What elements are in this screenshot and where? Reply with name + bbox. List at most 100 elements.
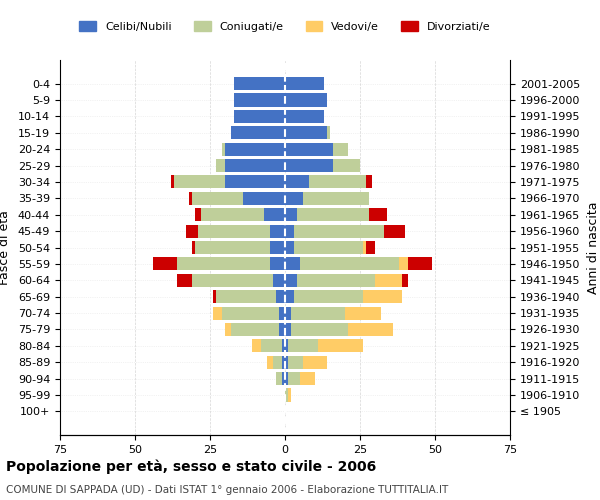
Bar — [288, 372, 300, 385]
Bar — [213, 306, 222, 320]
Bar — [375, 274, 402, 287]
Bar — [270, 224, 285, 237]
Bar — [285, 126, 327, 140]
Y-axis label: Fasce di età: Fasce di età — [0, 210, 11, 285]
Bar — [222, 306, 279, 320]
Bar — [225, 323, 231, 336]
Bar — [384, 224, 405, 237]
Bar — [345, 306, 381, 320]
Bar — [294, 224, 384, 237]
Bar — [231, 323, 279, 336]
Bar — [213, 290, 216, 303]
Bar — [285, 340, 288, 352]
Bar — [288, 356, 303, 369]
Bar — [333, 142, 348, 156]
Bar — [291, 323, 348, 336]
Bar — [189, 192, 192, 205]
Bar — [285, 77, 324, 90]
Bar — [402, 274, 408, 287]
Bar — [363, 241, 366, 254]
Bar — [369, 208, 387, 222]
Bar — [300, 372, 315, 385]
Bar — [333, 159, 360, 172]
Bar — [177, 274, 192, 287]
Bar — [279, 306, 285, 320]
Bar — [363, 290, 402, 303]
Bar — [297, 208, 369, 222]
Bar — [285, 274, 297, 287]
Bar — [270, 258, 285, 270]
Bar — [273, 356, 282, 369]
Text: Popolazione per età, sesso e stato civile - 2006: Popolazione per età, sesso e stato civil… — [6, 460, 376, 474]
Bar — [285, 258, 300, 270]
Bar — [297, 274, 375, 287]
Bar — [318, 340, 363, 352]
Bar — [285, 388, 288, 402]
Bar — [288, 388, 291, 402]
Bar — [195, 241, 270, 254]
Bar — [171, 176, 174, 188]
Bar — [294, 290, 363, 303]
Legend: Celibi/Nubili, Coniugati/e, Vedovi/e, Divorziati/e: Celibi/Nubili, Coniugati/e, Vedovi/e, Di… — [75, 17, 495, 36]
Bar — [201, 208, 264, 222]
Bar — [303, 192, 369, 205]
Bar — [234, 77, 285, 90]
Bar — [282, 340, 285, 352]
Bar — [264, 208, 285, 222]
Bar — [216, 290, 276, 303]
Bar — [285, 192, 303, 205]
Bar — [285, 159, 333, 172]
Bar — [216, 159, 225, 172]
Bar — [285, 208, 297, 222]
Bar — [399, 258, 408, 270]
Bar — [270, 241, 285, 254]
Bar — [225, 142, 285, 156]
Bar — [408, 258, 432, 270]
Bar — [186, 224, 198, 237]
Bar — [285, 356, 288, 369]
Bar — [225, 176, 285, 188]
Bar — [285, 94, 327, 106]
Bar — [285, 241, 294, 254]
Bar — [366, 241, 375, 254]
Bar — [153, 258, 177, 270]
Bar — [234, 94, 285, 106]
Bar — [222, 142, 225, 156]
Bar — [192, 274, 273, 287]
Bar — [366, 176, 372, 188]
Bar — [291, 306, 345, 320]
Bar — [225, 159, 285, 172]
Bar — [267, 356, 273, 369]
Bar — [285, 372, 288, 385]
Bar — [234, 110, 285, 123]
Bar — [285, 290, 294, 303]
Bar — [285, 176, 309, 188]
Bar — [276, 372, 282, 385]
Bar — [285, 142, 333, 156]
Bar — [195, 208, 201, 222]
Bar — [279, 323, 285, 336]
Bar — [300, 258, 399, 270]
Bar — [309, 176, 366, 188]
Bar — [273, 274, 285, 287]
Bar — [327, 126, 330, 140]
Bar — [198, 224, 270, 237]
Bar — [285, 323, 291, 336]
Bar — [276, 290, 285, 303]
Bar — [303, 356, 327, 369]
Bar — [252, 340, 261, 352]
Bar — [282, 356, 285, 369]
Bar — [285, 224, 294, 237]
Text: COMUNE DI SAPPADA (UD) - Dati ISTAT 1° gennaio 2006 - Elaborazione TUTTITALIA.IT: COMUNE DI SAPPADA (UD) - Dati ISTAT 1° g… — [6, 485, 448, 495]
Bar — [174, 176, 225, 188]
Bar — [231, 126, 285, 140]
Bar — [192, 192, 243, 205]
Bar — [282, 372, 285, 385]
Bar — [348, 323, 393, 336]
Bar — [285, 110, 324, 123]
Bar — [294, 241, 363, 254]
Bar — [285, 306, 291, 320]
Y-axis label: Anni di nascita: Anni di nascita — [587, 201, 600, 294]
Bar — [288, 340, 318, 352]
Bar — [261, 340, 282, 352]
